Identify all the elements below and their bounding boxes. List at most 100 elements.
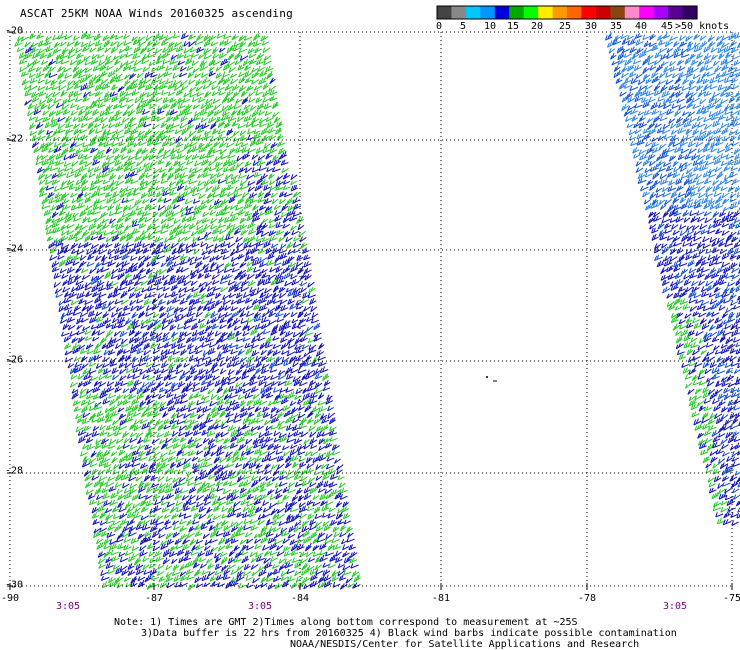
wind-barb <box>170 412 177 419</box>
wind-barb <box>248 511 257 518</box>
wind-barb <box>303 439 310 445</box>
wind-barb <box>235 204 244 211</box>
wind-barb <box>668 179 676 186</box>
wind-barb <box>705 186 713 193</box>
wind-barb <box>189 260 197 266</box>
wind-barb <box>220 154 229 160</box>
wind-barb <box>84 104 93 111</box>
wind-barb <box>81 229 90 238</box>
wind-barb <box>161 361 169 369</box>
wind-barb <box>189 538 197 546</box>
wind-barb <box>189 269 198 276</box>
wind-barb <box>170 122 180 129</box>
wind-barb <box>198 374 206 381</box>
wind-barb <box>170 284 178 292</box>
wind-barb <box>307 477 316 484</box>
wind-barb <box>651 75 660 84</box>
wind-barb <box>41 196 50 205</box>
wind-barb <box>242 468 251 475</box>
wind-barb <box>312 494 320 501</box>
wind-barb <box>242 236 250 244</box>
wind-barb <box>259 261 268 268</box>
wind-barb <box>153 322 162 332</box>
wind-barb <box>696 76 704 84</box>
wind-barb <box>73 128 82 136</box>
wind-barb <box>217 76 226 86</box>
wind-barb <box>738 238 740 243</box>
wind-barb <box>329 554 337 562</box>
wind-barb <box>177 277 185 285</box>
wind-barb <box>693 292 702 299</box>
wind-barb <box>649 33 656 41</box>
wind-barb <box>106 385 115 393</box>
wind-barb <box>222 343 231 351</box>
wind-barb <box>720 215 729 224</box>
wind-barb <box>226 45 235 54</box>
wind-barb <box>727 506 736 512</box>
wind-barb <box>90 147 99 154</box>
wind-barb <box>652 147 661 154</box>
wind-barb <box>643 199 652 205</box>
wind-barb <box>248 242 258 248</box>
wind-barb <box>100 438 109 445</box>
wind-barb <box>103 184 112 192</box>
wind-barb <box>160 540 168 546</box>
wind-barb <box>214 556 222 563</box>
wind-barb <box>64 128 74 135</box>
wind-barb <box>155 185 163 191</box>
wind-barb <box>615 78 623 84</box>
wind-barb <box>703 336 712 343</box>
wind-barb <box>72 66 80 73</box>
wind-barb <box>251 121 260 128</box>
wind-barb <box>673 210 682 217</box>
wind-barb <box>158 167 167 173</box>
wind-barb <box>238 307 246 314</box>
wind-barb <box>219 457 227 464</box>
wind-barb <box>667 171 675 178</box>
wind-barb <box>115 307 123 313</box>
wind-barb <box>116 216 125 224</box>
wind-barb <box>111 268 119 275</box>
wind-barb <box>208 166 217 172</box>
wind-barb <box>648 42 657 48</box>
wind-barb <box>698 442 707 450</box>
wind-barb <box>202 350 210 357</box>
wind-barb <box>282 258 290 266</box>
wind-barb <box>208 116 217 124</box>
wind-barb <box>85 489 94 496</box>
wind-barb <box>251 108 259 118</box>
wind-barb <box>226 142 235 148</box>
wind-barb <box>629 46 637 54</box>
wind-barb <box>672 160 679 167</box>
wind-barb <box>199 286 207 294</box>
wind-barb <box>169 109 178 116</box>
wind-barb <box>293 203 302 210</box>
wind-barb <box>250 256 259 262</box>
wind-barb <box>216 399 225 406</box>
wind-barb <box>202 405 212 413</box>
wind-barb <box>21 78 30 86</box>
wind-barb <box>729 196 737 203</box>
wind-barb <box>628 71 637 78</box>
wind-barb <box>207 571 215 577</box>
wind-barb <box>79 312 89 318</box>
wind-barb <box>64 303 73 311</box>
wind-barb <box>315 349 325 357</box>
wind-barb <box>345 577 353 584</box>
wind-barb <box>91 291 100 298</box>
wind-barb <box>270 243 279 249</box>
wind-barb <box>195 123 204 130</box>
wind-barb <box>131 404 139 413</box>
wind-barb <box>146 322 155 331</box>
wind-barb <box>118 506 127 513</box>
wind-barb <box>672 40 680 48</box>
wind-barb <box>90 229 98 236</box>
wind-barb <box>202 437 210 444</box>
wind-barb <box>337 563 345 569</box>
wind-barb <box>251 209 260 218</box>
wind-barb <box>24 99 33 106</box>
wind-barb <box>115 66 123 73</box>
wind-barb <box>182 462 191 470</box>
wind-barb <box>218 223 227 229</box>
wind-barb <box>182 97 191 103</box>
